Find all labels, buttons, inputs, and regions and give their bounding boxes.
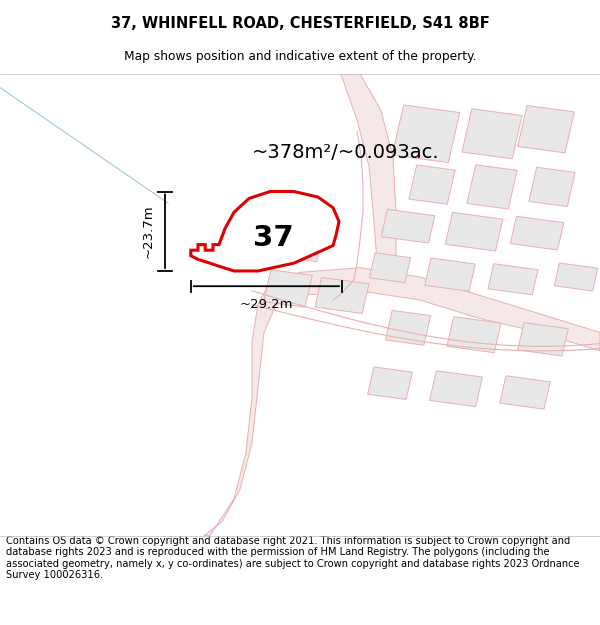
Polygon shape — [447, 317, 501, 352]
Text: 37: 37 — [253, 224, 293, 252]
Polygon shape — [341, 74, 396, 259]
Text: ~378m²/~0.093ac.: ~378m²/~0.093ac. — [252, 142, 440, 162]
Text: Contains OS data © Crown copyright and database right 2021. This information is : Contains OS data © Crown copyright and d… — [6, 536, 580, 581]
Polygon shape — [425, 258, 475, 291]
Text: ~23.7m: ~23.7m — [141, 204, 154, 258]
Polygon shape — [430, 371, 482, 407]
Text: 37, WHINFELL ROAD, CHESTERFIELD, S41 8BF: 37, WHINFELL ROAD, CHESTERFIELD, S41 8BF — [110, 16, 490, 31]
Polygon shape — [518, 322, 568, 356]
Polygon shape — [488, 264, 538, 295]
Polygon shape — [204, 268, 600, 536]
Polygon shape — [263, 270, 313, 308]
Text: ~29.2m: ~29.2m — [239, 298, 293, 311]
Polygon shape — [467, 165, 517, 209]
Text: Map shows position and indicative extent of the property.: Map shows position and indicative extent… — [124, 50, 476, 63]
Polygon shape — [500, 376, 550, 409]
Polygon shape — [409, 165, 455, 204]
Polygon shape — [315, 278, 369, 314]
Polygon shape — [445, 213, 503, 251]
Polygon shape — [385, 311, 431, 345]
Polygon shape — [381, 209, 435, 243]
Polygon shape — [510, 216, 564, 250]
Polygon shape — [392, 105, 460, 162]
Polygon shape — [529, 168, 575, 207]
Polygon shape — [462, 109, 522, 159]
Polygon shape — [554, 263, 598, 291]
Polygon shape — [263, 220, 325, 262]
Polygon shape — [518, 106, 574, 153]
Polygon shape — [368, 367, 412, 399]
Polygon shape — [370, 253, 410, 282]
Polygon shape — [191, 191, 339, 271]
